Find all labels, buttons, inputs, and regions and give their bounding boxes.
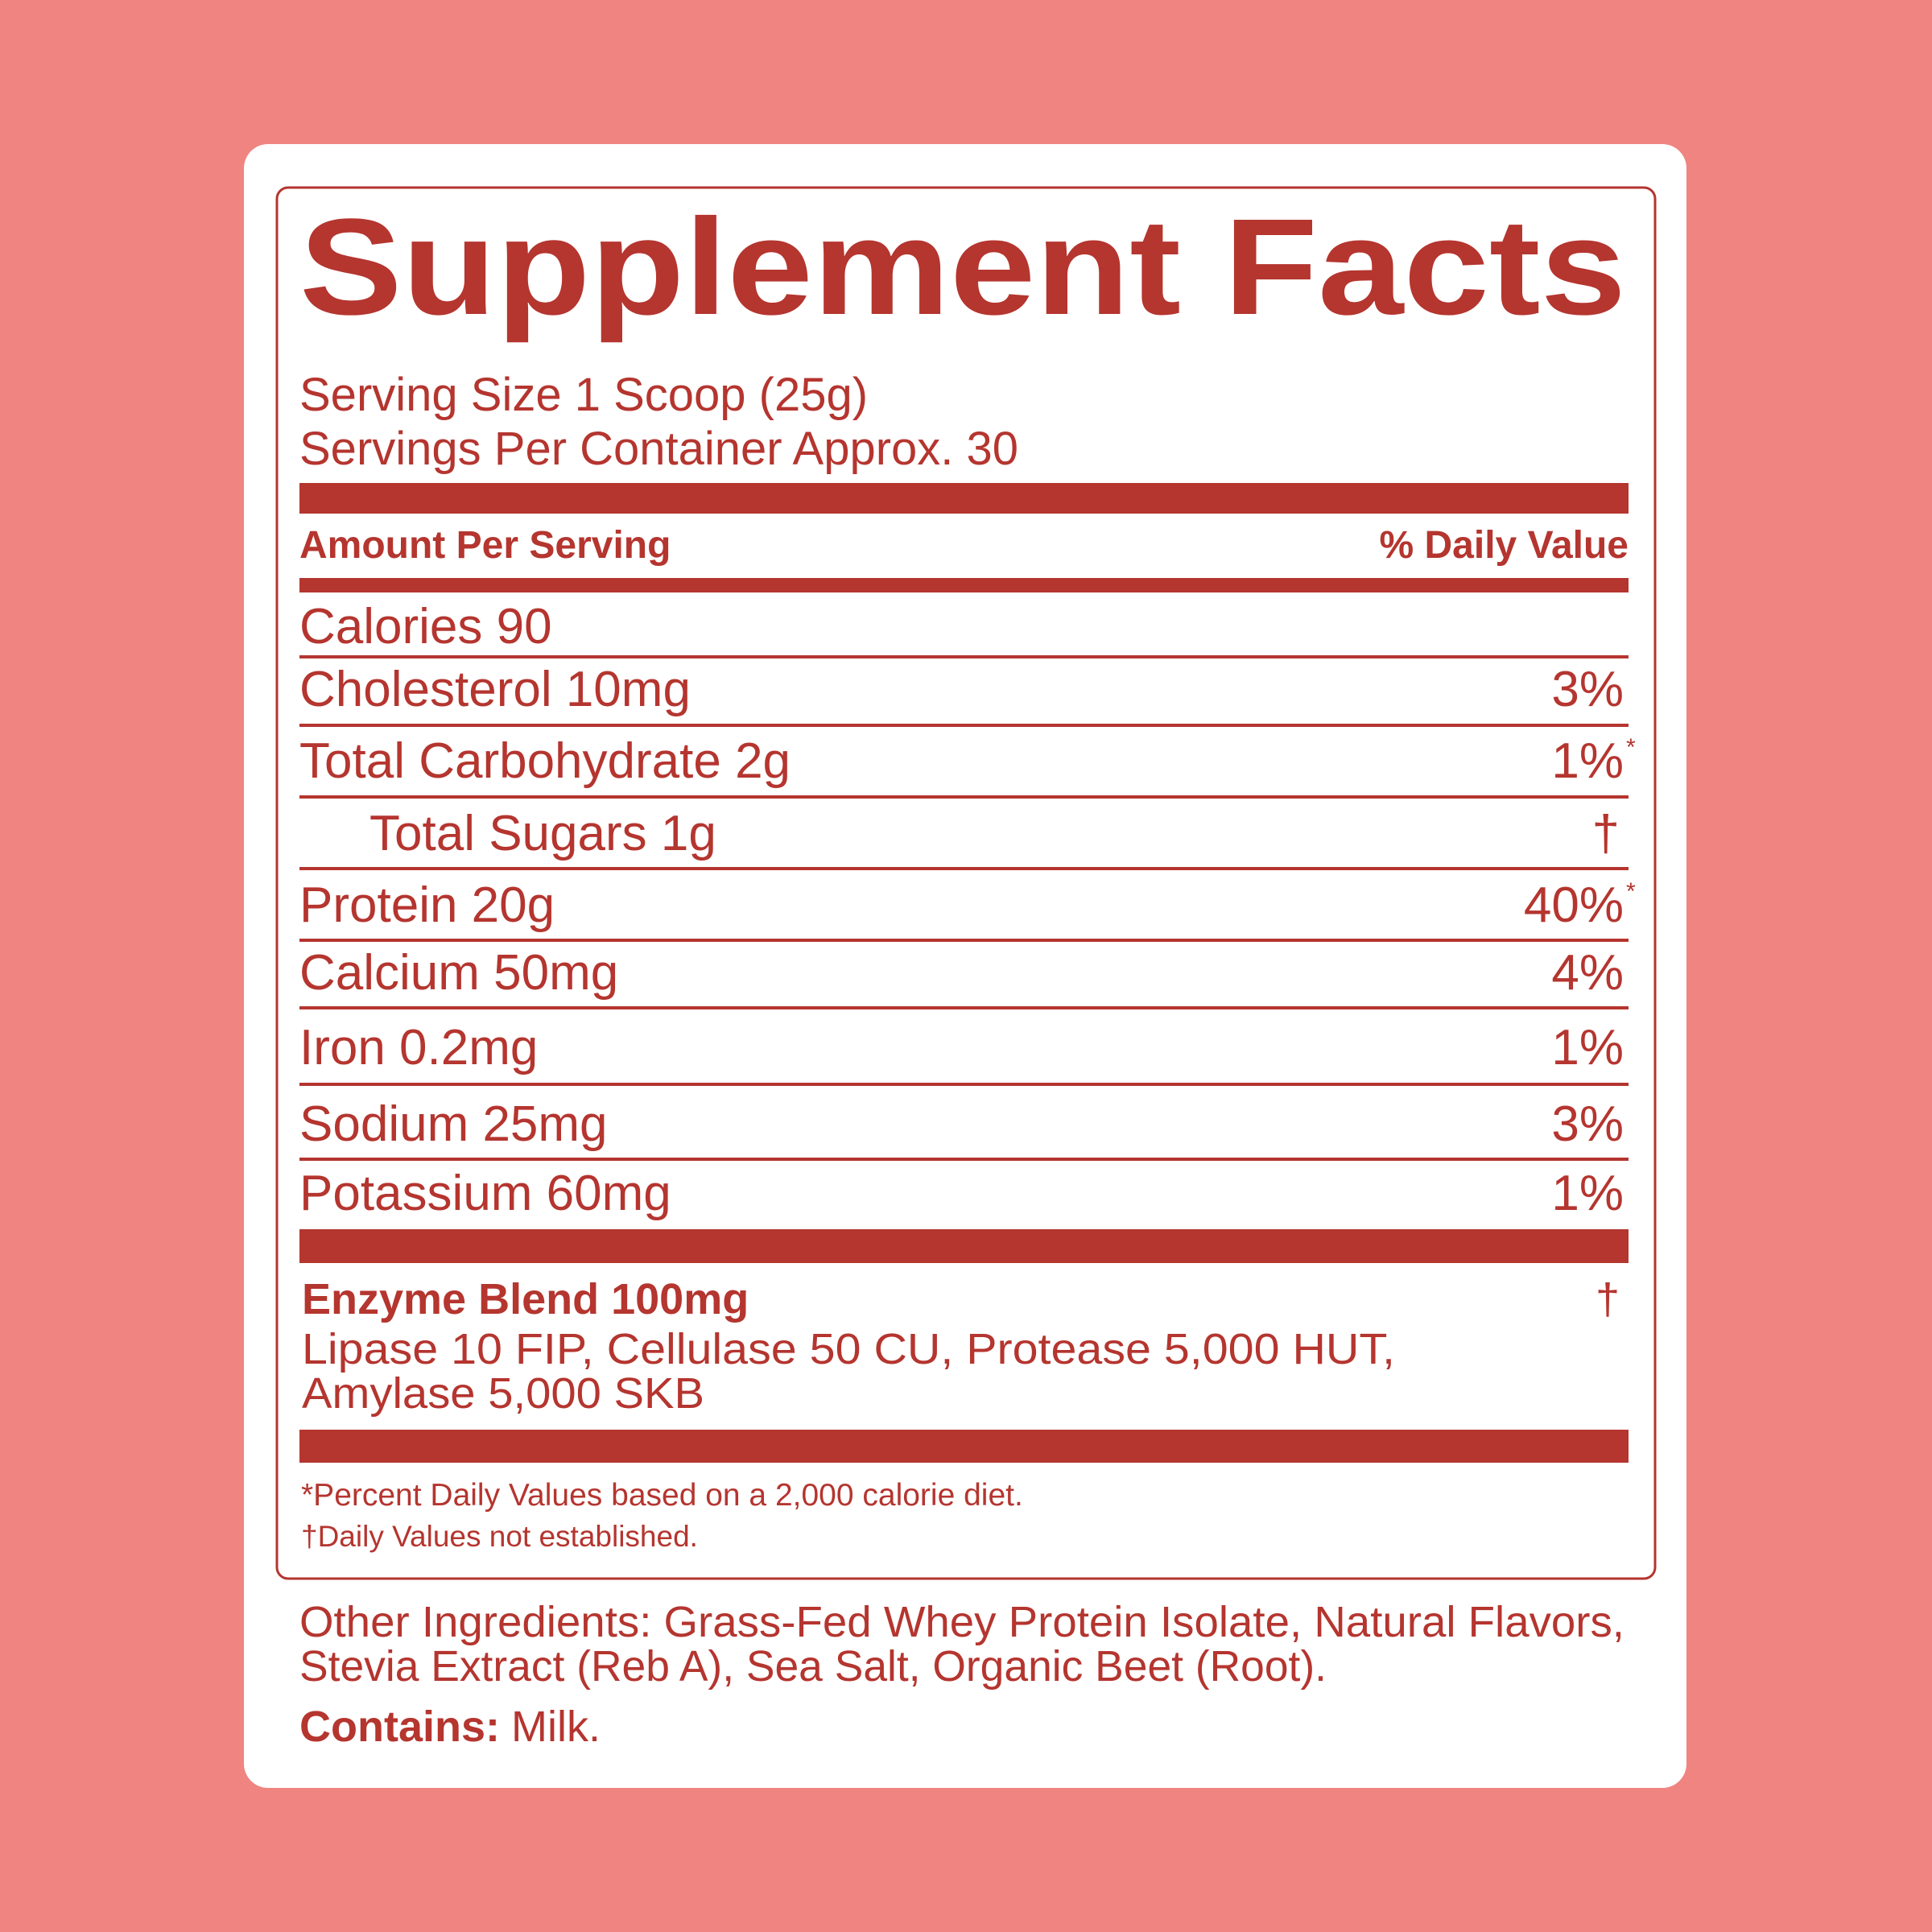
title: Supplement Facts xyxy=(299,191,1626,344)
contains: Contains: Milk. xyxy=(299,1703,601,1751)
nutrient-label: Iron 0.2mg xyxy=(299,1020,538,1075)
card xyxy=(244,144,1686,1788)
column-header: % Daily Value xyxy=(1380,524,1629,567)
divider xyxy=(299,483,1629,514)
nutrient-label: Cholesterol 10mg xyxy=(299,662,691,717)
divider xyxy=(299,1430,1629,1463)
servings-per-container: Servings Per Container Approx. 30 xyxy=(299,423,1018,475)
nutrient-label: Sodium 25mg xyxy=(299,1096,608,1152)
other-ingredients: Other Ingredients: Grass-Fed Whey Protei… xyxy=(299,1598,1624,1646)
daily-value-note: * xyxy=(1626,878,1636,905)
rows: Calories 90 Cholesterol 10mg 3% Total Carbo… xyxy=(299,599,1636,1221)
nutrient-label: Calcium 50mg xyxy=(299,945,618,1001)
nutrient-label: Potassium 60mg xyxy=(299,1166,671,1221)
nutrient-label: Protein 20g xyxy=(299,877,555,933)
blend-dv: † xyxy=(1596,1275,1620,1323)
daily-value: 4% xyxy=(1551,945,1624,1001)
daily-value: † xyxy=(1592,806,1620,861)
daily-value: 40% xyxy=(1524,877,1624,933)
divider xyxy=(299,1229,1629,1263)
serving-size: Serving Size 1 Scoop (25g) xyxy=(299,369,868,421)
nutrient-label: Total Sugars 1g xyxy=(369,806,716,861)
footnote: *Percent Daily Values based on a 2,000 c… xyxy=(301,1478,1023,1513)
daily-value: 1% xyxy=(1551,733,1624,789)
other-ingredients: Stevia Extract (Reb A), Sea Salt, Organi… xyxy=(299,1642,1327,1690)
contains-value: Milk. xyxy=(511,1703,601,1751)
daily-value: 1% xyxy=(1551,1020,1624,1075)
daily-value-note: * xyxy=(1626,734,1636,761)
daily-value: 1% xyxy=(1551,1166,1624,1221)
blend-ingredients: Amylase 5,000 SKB xyxy=(302,1369,704,1418)
facts-border xyxy=(275,186,1657,1580)
divider xyxy=(299,578,1629,592)
nutrient-label: Total Carbohydrate 2g xyxy=(299,733,791,789)
daily-value: 3% xyxy=(1551,1096,1624,1152)
nutrient-label: Calories 90 xyxy=(299,599,552,654)
contains-label: Contains: xyxy=(299,1703,500,1751)
footnote: †Daily Values not established. xyxy=(301,1520,698,1553)
blend-name: Enzyme Blend 100mg xyxy=(302,1275,749,1323)
daily-value: 3% xyxy=(1551,662,1624,717)
blend-ingredients: Lipase 10 FIP, Cellulase 50 CU, Protease… xyxy=(302,1325,1395,1373)
column-header: Amount Per Serving xyxy=(299,524,671,567)
